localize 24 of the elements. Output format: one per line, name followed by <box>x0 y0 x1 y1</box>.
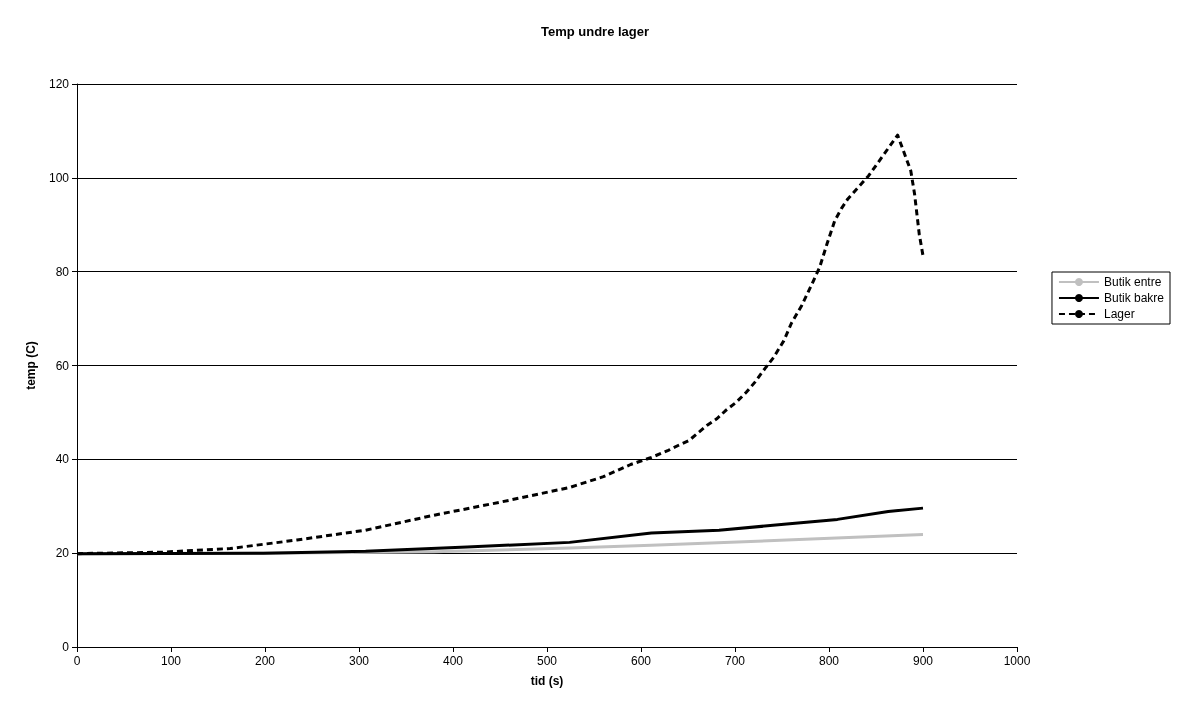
x-tick-label: 200 <box>254 654 276 668</box>
y-tick-label: 40 <box>55 452 70 467</box>
legend-label: Lager <box>1103 307 1135 321</box>
x-tick-label: 100 <box>160 654 182 668</box>
x-tick-label: 500 <box>536 654 558 668</box>
x-tick-label: 0 <box>73 654 81 668</box>
x-tick-label: 300 <box>348 654 370 668</box>
x-axis-title: tid (s) <box>530 674 564 688</box>
y-tick-label: 60 <box>55 358 70 373</box>
x-tick-label: 1000 <box>1003 654 1031 668</box>
legend-label: Butik entre <box>1103 275 1162 289</box>
y-tick-label: 0 <box>62 640 70 654</box>
x-tick-label: 600 <box>630 654 652 668</box>
x-tick-label: 800 <box>818 654 840 668</box>
x-tick-label: 700 <box>724 654 746 668</box>
legend-label: Butik bakre <box>1103 291 1165 305</box>
y-tick-label: 20 <box>55 546 70 561</box>
y-axis-title: temp (C) <box>24 341 38 390</box>
x-tick-label: 900 <box>912 654 934 668</box>
chart-title: Temp undre lager <box>540 24 650 39</box>
y-tick-label: 120 <box>48 77 70 91</box>
y-tick-label: 80 <box>55 264 70 279</box>
y-tick-label: 100 <box>48 170 70 185</box>
x-tick-label: 400 <box>442 654 464 668</box>
